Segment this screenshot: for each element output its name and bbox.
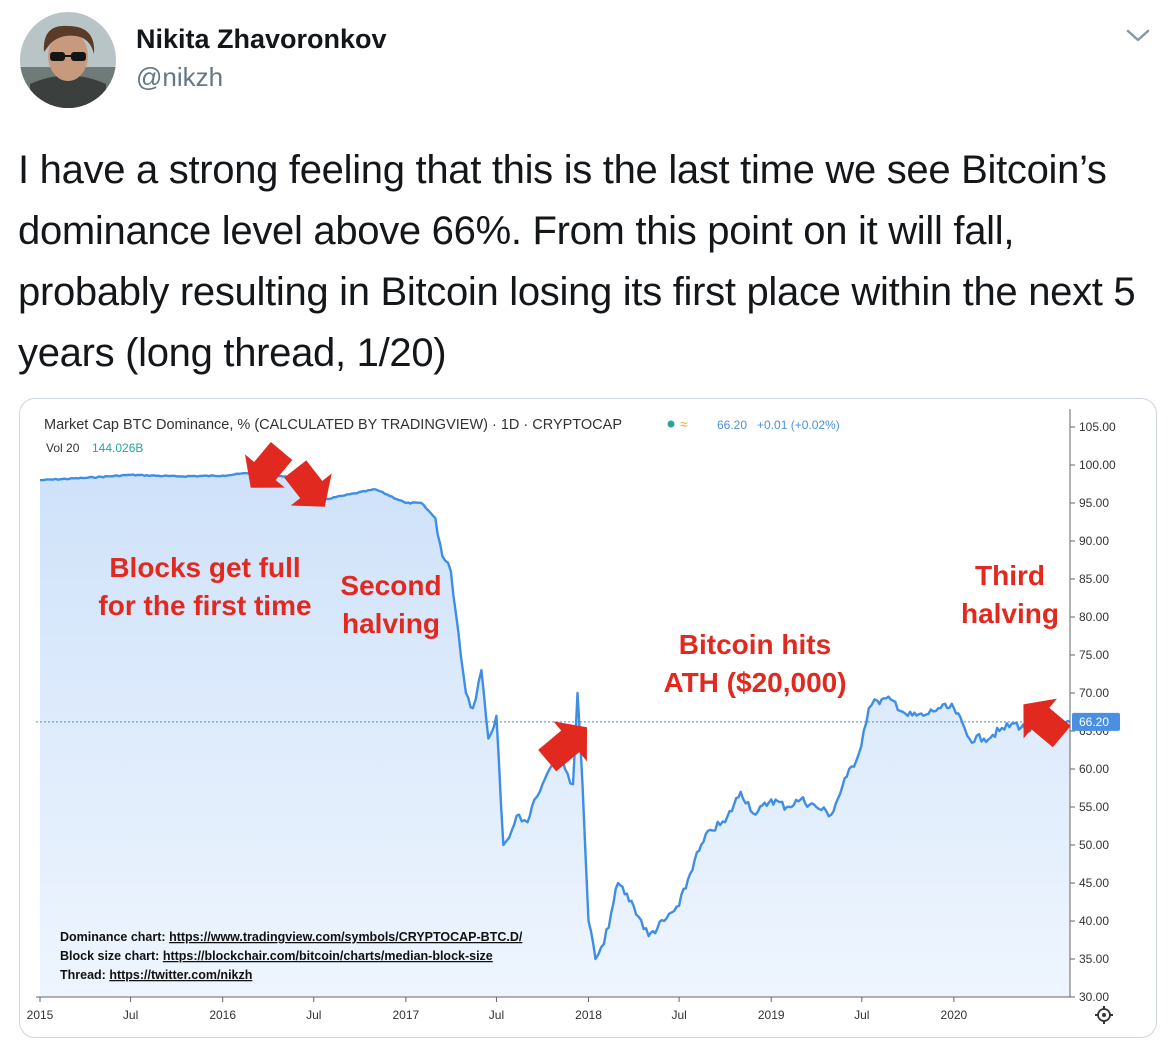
annotation-arrow [1023, 698, 1071, 748]
annotation-blocks-full: Blocks get full [109, 552, 300, 583]
chevron-down-icon [1126, 29, 1150, 42]
chart-title: Market Cap BTC Dominance, % (CALCULATED … [44, 417, 622, 433]
source-line: Dominance chart: https://www.tradingview… [60, 930, 523, 944]
tweet-text: I have a strong feeling that this is the… [18, 148, 1136, 375]
current-value-tag: 66.20 [1072, 712, 1120, 731]
x-tick-label: 2016 [209, 1008, 236, 1022]
annotation-blocks-full: for the first time [98, 590, 311, 621]
annotation-third-halving: Third [975, 560, 1045, 591]
wave-icon: ≈ [680, 416, 688, 432]
price-tag-value: 66.20 [1079, 715, 1109, 729]
dominance-area [40, 472, 1070, 998]
live-dot-icon [667, 420, 675, 428]
chart-settings-button[interactable] [1095, 1006, 1113, 1024]
author-name[interactable]: Nikita Zhavoronkov [136, 24, 387, 54]
current-value: 66.20 [717, 418, 747, 432]
x-tick-label: Jul [489, 1008, 504, 1022]
y-tick-label: 60.00 [1079, 762, 1109, 776]
gear-icon [1095, 1006, 1113, 1024]
volume-label: Vol 20 [46, 441, 80, 455]
y-tick-label: 45.00 [1079, 876, 1109, 890]
source-line: Thread: https://twitter.com/nikzh [60, 968, 252, 982]
x-tick-label: 2015 [27, 1008, 54, 1022]
annotation-second-halving: halving [342, 608, 440, 639]
tweet-menu-button[interactable] [1124, 26, 1152, 46]
annotation-arrow [244, 442, 293, 488]
annotation-arrow [284, 460, 332, 507]
x-tick-label: 2020 [941, 1008, 968, 1022]
annotation-ath: Bitcoin hits [679, 629, 831, 660]
author-handle[interactable]: @nikzh [136, 62, 224, 92]
x-tick-label: Jul [671, 1008, 686, 1022]
tweet-media-chart[interactable]: 105.00 100.00 95.00 90.00 85.00 80.00 75.00 70.… [19, 398, 1157, 1038]
y-tick-label: 95.00 [1079, 496, 1109, 510]
dominance-chart: 105.00 100.00 95.00 90.00 85.00 80.00 75.00 70.… [27, 409, 1120, 1024]
annotation-ath: ATH ($20,000) [663, 667, 846, 698]
y-tick-label: 70.00 [1079, 686, 1109, 700]
x-tick-label: 2019 [758, 1008, 785, 1022]
volume-value: 144.026B [92, 441, 143, 455]
x-tick-label: Jul [306, 1008, 321, 1022]
x-tick-label: Jul [854, 1008, 869, 1022]
x-tick-label: 2018 [575, 1008, 602, 1022]
avatar-image [20, 12, 116, 108]
change-value: +0.01 (+0.02%) [757, 418, 840, 432]
annotation-third-halving: halving [961, 598, 1059, 629]
y-tick-label: 100.00 [1079, 458, 1116, 472]
y-tick-label: 80.00 [1079, 610, 1109, 624]
y-tick-label: 30.00 [1079, 990, 1109, 1004]
x-tick-label: 2017 [393, 1008, 420, 1022]
y-tick-label: 40.00 [1079, 914, 1109, 928]
y-tick-label: 90.00 [1079, 534, 1109, 548]
y-tick-label: 35.00 [1079, 952, 1109, 966]
tweet-avatar[interactable] [20, 12, 116, 108]
y-tick-label: 75.00 [1079, 648, 1109, 662]
annotation-second-halving: Second [340, 570, 441, 601]
source-line: Block size chart: https://blockchair.com… [60, 949, 493, 963]
y-tick-label: 55.00 [1079, 800, 1109, 814]
y-tick-label: 85.00 [1079, 572, 1109, 586]
x-tick-label: Jul [123, 1008, 138, 1022]
y-tick-label: 105.00 [1079, 420, 1116, 434]
annotation-arrow [538, 721, 588, 772]
y-tick-label: 50.00 [1079, 838, 1109, 852]
